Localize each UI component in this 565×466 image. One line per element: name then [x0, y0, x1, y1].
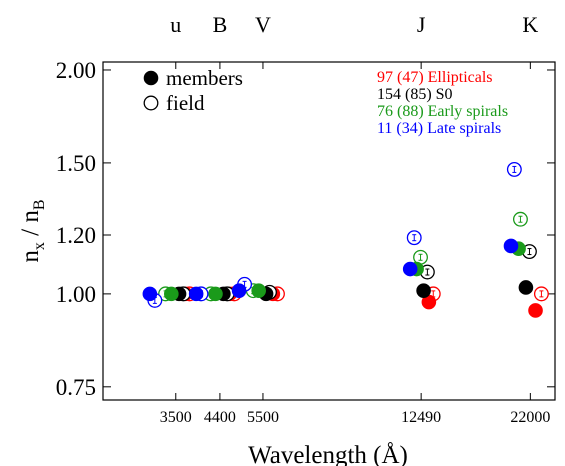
x-tick-label: 4400 — [204, 409, 236, 426]
member-point-s3-3 — [402, 261, 418, 277]
member-point-s2-2 — [251, 283, 266, 298]
series-legend-item: 11 (34) Late spirals — [377, 120, 501, 137]
band-label-j: J — [417, 12, 426, 37]
y-tick-label: 1.00 — [56, 282, 96, 307]
x-axis-label: Wavelength (Å) — [248, 442, 408, 466]
series-legend-item: 97 (47) Ellipticals — [377, 69, 493, 86]
y-axis-label: nx / nB — [17, 199, 48, 262]
y-tick-label: 2.00 — [56, 58, 96, 83]
axis-ticks: 3500 4400 5500 12490 22000 0.75 1.00 1.20 1.50 2.… — [56, 58, 555, 426]
member-point-s2-1 — [208, 286, 223, 302]
x-tick-label: 3500 — [160, 409, 192, 426]
band-label-b: B — [213, 12, 228, 37]
member-point-s3-1 — [188, 286, 204, 302]
y-axis-label-sub-x: x — [31, 242, 48, 250]
band-label-k: K — [522, 12, 538, 37]
member-point-s0-4 — [528, 303, 543, 318]
x-tick-label: 12490 — [401, 409, 441, 426]
member-point-s3-0 — [142, 286, 158, 302]
y-axis-label-slash: / n — [17, 210, 44, 242]
legend-marker-field — [143, 95, 159, 111]
plot-frame — [102, 61, 556, 401]
band-label-u: u — [170, 12, 181, 37]
y-tick-label: 1.50 — [56, 151, 96, 176]
y-tick-label: 1.20 — [56, 223, 96, 248]
member-point-s2-0 — [164, 286, 179, 302]
member-point-s1-3 — [416, 283, 431, 298]
y-axis-label-n: n — [17, 250, 44, 263]
legend-marker-members — [143, 70, 159, 86]
series-legend-item: 76 (88) Early spirals — [377, 103, 508, 120]
member-point-s3-4 — [503, 238, 519, 254]
band-label-v: V — [255, 12, 271, 37]
data-markers — [142, 161, 549, 318]
member-point-s3-2 — [231, 283, 247, 298]
legend-label-members: members — [166, 66, 243, 90]
y-tick-label: 0.75 — [56, 375, 96, 400]
x-tick-label: 5500 — [247, 409, 279, 426]
x-tick-label: 22000 — [510, 409, 550, 426]
series-legend-item: 154 (85) S0 — [377, 86, 453, 103]
member-point-s1-4 — [518, 280, 534, 295]
legend-label-field: field — [166, 91, 205, 115]
y-axis-label-sub-b: B — [31, 199, 48, 210]
